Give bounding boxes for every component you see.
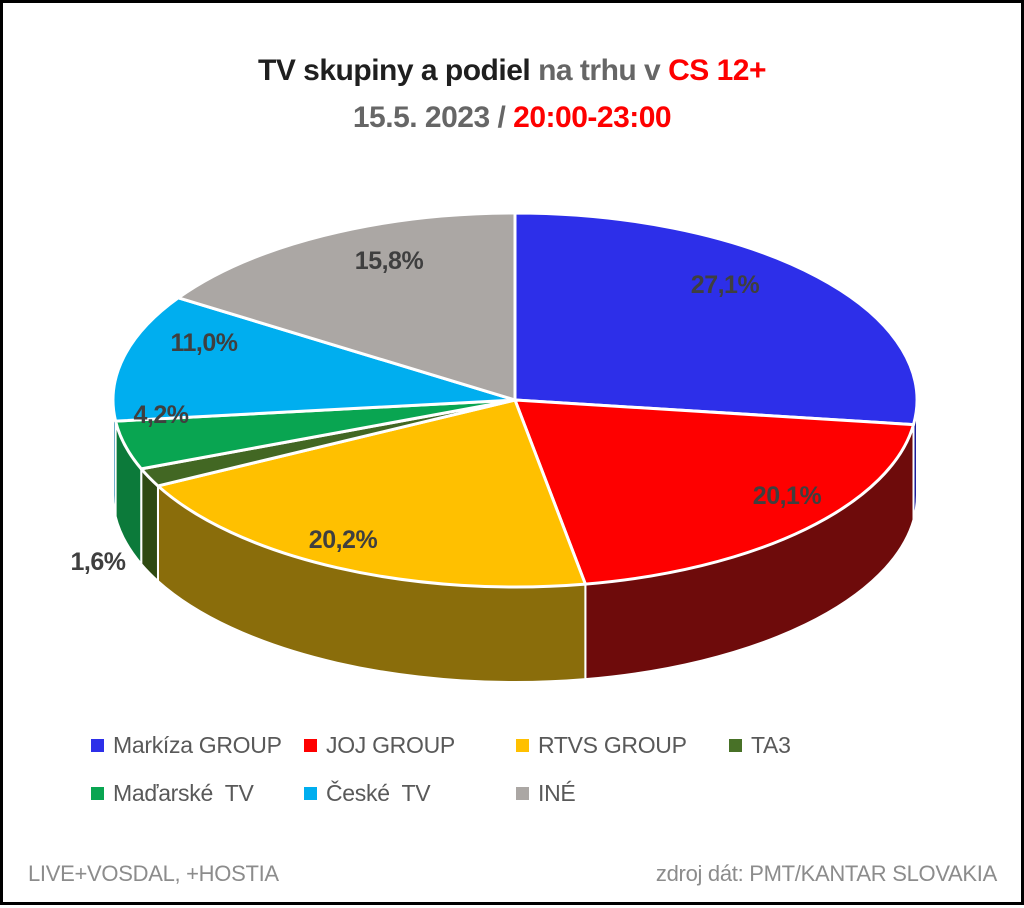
- legend-item: INÉ: [516, 779, 576, 807]
- legend-label: České TV: [326, 779, 431, 806]
- legend-swatch-icon: [516, 786, 529, 800]
- pie-slice: [111, 296, 517, 423]
- pie-slice-side: [140, 467, 159, 582]
- legend-swatch-icon: [516, 738, 529, 752]
- pie-slice-side: [112, 399, 117, 518]
- pie-slice: [513, 211, 919, 427]
- slice-value-label: 20,2%: [309, 526, 378, 554]
- slice-value-label: 4,2%: [134, 401, 189, 429]
- legend-label: TA3: [751, 731, 791, 758]
- chart-title: TV skupiny a podiel na trhu v CS 12+ 15.…: [3, 47, 1021, 141]
- pie-slice-side: [156, 484, 587, 683]
- title-timeslot: 20:00-23:00: [513, 101, 672, 134]
- slice-value-label: 27,1%: [691, 271, 760, 299]
- legend-swatch-icon: [304, 738, 317, 752]
- slice-value-label: 20,1%: [753, 482, 822, 510]
- legend-label: Maďarské TV: [113, 779, 254, 806]
- legend-label: JOJ GROUP: [326, 731, 455, 758]
- slice-value-label: 11,0%: [170, 329, 237, 357]
- legend-label: Markíza GROUP: [113, 731, 282, 758]
- title-target-group: CS 12+: [668, 54, 766, 87]
- title-main-text: TV skupiny a podiel: [258, 54, 539, 87]
- slice-value-label: 1,6%: [71, 548, 126, 576]
- footer-data-source: zdroj dát: PMT/KANTAR SLOVAKIA: [655, 861, 997, 886]
- chart-title-line1: TV skupiny a podiel na trhu v CS 12+: [3, 47, 1021, 94]
- slice-value-label: 15,8%: [355, 247, 424, 275]
- legend-item: RTVS GROUP: [516, 731, 687, 759]
- footer-measurement-note: LIVE+VOSDAL, +HOSTIA: [28, 861, 279, 886]
- legend-label: INÉ: [538, 779, 576, 806]
- legend-item: JOJ GROUP: [304, 731, 455, 759]
- pie-slice-side: [114, 420, 143, 565]
- chart-title-line2: 15.5. 2023 / 20:00-23:00: [3, 94, 1021, 141]
- legend-swatch-icon: [304, 786, 317, 800]
- pie-slice-side: [584, 423, 915, 681]
- title-gray-text: na trhu v: [538, 54, 669, 87]
- legend-swatch-icon: [91, 786, 104, 800]
- legend-item: České TV: [304, 779, 431, 807]
- legend-item: Maďarské TV: [91, 779, 254, 807]
- legend-label: RTVS GROUP: [538, 731, 687, 758]
- pie-slice: [139, 398, 517, 488]
- legend-swatch-icon: [91, 738, 104, 752]
- pie-slice-side: [912, 399, 918, 521]
- legend-item: TA3: [729, 731, 791, 759]
- legend-item: Markíza GROUP: [91, 731, 282, 759]
- pie-slice: [114, 398, 517, 471]
- pie-slice: [156, 398, 587, 589]
- pie-slice: [513, 398, 916, 586]
- pie-slice: [176, 211, 517, 402]
- legend-swatch-icon: [729, 738, 742, 752]
- title-date: 15.5. 2023 /: [352, 101, 514, 134]
